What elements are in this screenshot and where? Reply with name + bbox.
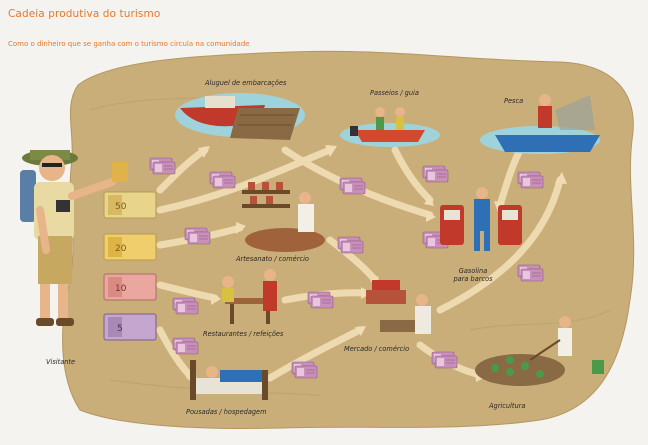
label-fuel-line1: Gasolina xyxy=(458,267,488,275)
arrow-lodging-market xyxy=(266,326,364,382)
agriculture-illustration xyxy=(475,316,604,386)
label-crafts: Artesanato / comércio xyxy=(236,255,309,263)
note-10: 10 xyxy=(103,273,157,301)
fishing-illustration xyxy=(480,94,600,154)
page-title: Cadeia produtiva do turismo xyxy=(8,8,161,20)
label-lodging: Pousadas / hospedagem xyxy=(186,408,267,416)
label-visitor: Visitante xyxy=(46,358,76,366)
svg-text:20: 20 xyxy=(115,244,127,254)
restaurant-illustration xyxy=(222,269,277,324)
arrow-tours-fuel xyxy=(391,146,434,204)
svg-text:50: 50 xyxy=(115,202,127,212)
tours-illustration xyxy=(340,107,440,147)
arrow-agri-fishing xyxy=(436,176,564,314)
arrow-crafts-market xyxy=(326,236,379,284)
note-5: 5 xyxy=(103,313,157,341)
svg-text:5: 5 xyxy=(117,324,123,334)
svg-text:10: 10 xyxy=(115,284,127,294)
note-50: 50 xyxy=(103,191,157,219)
page-subtitle: Como o dinheiro que se ganha com o turis… xyxy=(8,40,250,48)
boat-rental-illustration xyxy=(175,93,305,140)
label-boat-rental: Aluguel de embarcações xyxy=(205,79,287,87)
crafts-illustration xyxy=(242,182,325,252)
label-fuel: Gasolina para barcos xyxy=(448,267,498,283)
label-fishing: Pesca xyxy=(504,97,524,105)
arrow-visitor-lodging xyxy=(156,326,196,382)
label-restaurants: Restaurantes / refeições xyxy=(203,330,284,338)
arrow-fishing-fuel xyxy=(496,146,524,209)
visitor-figure xyxy=(20,150,128,326)
label-agriculture: Agricultura xyxy=(489,402,526,410)
label-tours: Passeios / guia xyxy=(370,89,419,97)
banknotes-column: 50 20 10 5 xyxy=(103,191,157,341)
arrow-visitor-tours xyxy=(156,146,334,214)
lodging-illustration xyxy=(190,360,268,400)
label-market: Mercado / comércio xyxy=(344,345,410,353)
fuel-illustration xyxy=(440,187,522,251)
note-20: 20 xyxy=(103,233,157,261)
market-illustration xyxy=(366,280,431,334)
label-fuel-line2: para barcos xyxy=(453,275,493,283)
